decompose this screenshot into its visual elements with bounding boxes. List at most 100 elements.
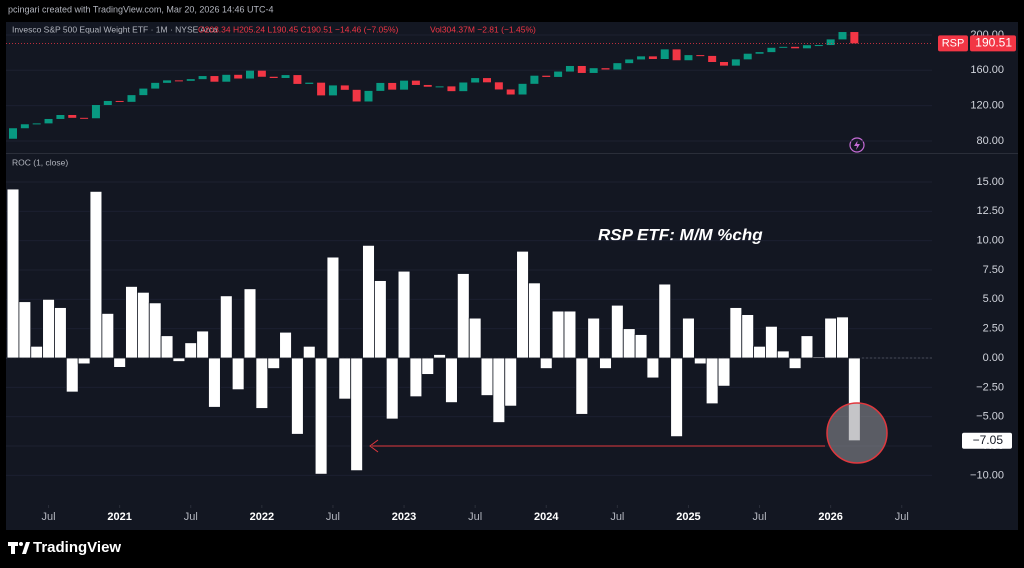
candle <box>80 117 89 119</box>
bar <box>421 357 435 375</box>
candle <box>708 55 717 63</box>
brand-logo <box>8 542 30 554</box>
bar <box>456 273 470 359</box>
candle <box>791 46 800 49</box>
bar <box>409 357 423 398</box>
y-tick-label: 15.00 <box>976 176 1004 188</box>
y-tick-label: 160.00 <box>970 64 1004 76</box>
bar <box>184 342 198 359</box>
candle <box>802 45 811 49</box>
y-tick-label: 80.00 <box>976 135 1004 147</box>
candle <box>281 75 290 78</box>
bar <box>812 356 826 359</box>
candle <box>376 82 385 91</box>
y-tick-label: −5.00 <box>976 411 1004 423</box>
bar <box>492 357 506 423</box>
symbol-title: Invesco S&P 500 Equal Weight ETF · 1M · … <box>12 24 218 34</box>
candle <box>447 86 456 92</box>
candle <box>554 71 563 77</box>
alert-bolt <box>854 140 860 150</box>
x-tick-label: Jul <box>184 511 198 523</box>
bar <box>125 286 138 359</box>
bar <box>670 357 683 438</box>
bar <box>658 283 672 359</box>
candle <box>163 80 172 83</box>
y-tick-label: −10.00 <box>970 469 1004 481</box>
bar <box>148 302 162 359</box>
candle <box>589 68 598 73</box>
symbol-badge <box>938 35 968 52</box>
candle <box>257 70 266 77</box>
logo-dot <box>19 542 23 546</box>
candle <box>601 68 610 70</box>
bar <box>788 357 802 369</box>
candle <box>400 80 409 90</box>
candle <box>411 80 420 85</box>
bar <box>468 317 482 359</box>
bar <box>539 357 553 369</box>
bar <box>350 357 363 472</box>
candle <box>696 55 705 57</box>
candle <box>222 74 231 82</box>
candle <box>151 82 160 89</box>
bar <box>646 357 660 379</box>
candle <box>210 76 219 82</box>
x-tick-label: 2021 <box>107 511 131 523</box>
x-tick-label: 2024 <box>534 511 559 523</box>
symbol-label: RSP <box>942 37 965 49</box>
candle <box>530 75 539 84</box>
candle <box>127 95 136 102</box>
bar <box>279 331 292 359</box>
bar <box>137 291 150 359</box>
candle <box>637 56 646 60</box>
bar <box>528 282 541 359</box>
x-tick-label: Jul <box>753 511 767 523</box>
candle <box>814 45 823 47</box>
y-tick-label: 5.00 <box>983 293 1004 305</box>
bar <box>172 357 186 362</box>
bar <box>219 295 233 359</box>
candle <box>672 49 681 61</box>
bar <box>18 301 32 359</box>
bar <box>445 357 458 404</box>
candle <box>293 75 302 84</box>
candle <box>20 124 29 129</box>
candle <box>767 47 776 53</box>
candle <box>506 89 515 95</box>
bar <box>551 310 565 359</box>
bar <box>729 307 743 359</box>
x-tick-label: 2026 <box>818 511 842 523</box>
value-label: −7.05 <box>973 433 1004 447</box>
x-tick-label: Jul <box>326 511 340 523</box>
bar <box>6 188 20 359</box>
candle <box>115 100 124 102</box>
bar <box>267 357 281 369</box>
candle <box>435 86 444 88</box>
bar <box>326 256 340 359</box>
bar <box>374 280 387 359</box>
brand: TradingView <box>33 539 121 556</box>
value-label-box <box>962 432 1012 449</box>
candle <box>139 88 148 96</box>
candle <box>186 79 195 81</box>
x-tick-label: 2023 <box>392 511 416 523</box>
candle <box>660 49 669 60</box>
candle <box>328 85 337 96</box>
bar <box>800 335 814 359</box>
bar <box>824 317 837 359</box>
candle <box>731 59 740 66</box>
bar <box>693 357 707 365</box>
bar <box>338 357 352 400</box>
bar <box>682 317 695 359</box>
candle <box>483 78 491 83</box>
candle <box>542 75 551 77</box>
candle <box>68 114 77 118</box>
candle <box>779 46 788 48</box>
bar <box>196 330 209 359</box>
annotation: RSP ETF: M/M %chg <box>598 225 763 244</box>
bar <box>231 357 245 391</box>
candle <box>838 32 847 40</box>
y-tick-label: 0.00 <box>983 352 1004 364</box>
candle <box>684 55 693 61</box>
